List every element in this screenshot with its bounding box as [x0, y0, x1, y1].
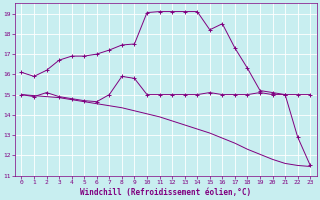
X-axis label: Windchill (Refroidissement éolien,°C): Windchill (Refroidissement éolien,°C) — [80, 188, 252, 197]
